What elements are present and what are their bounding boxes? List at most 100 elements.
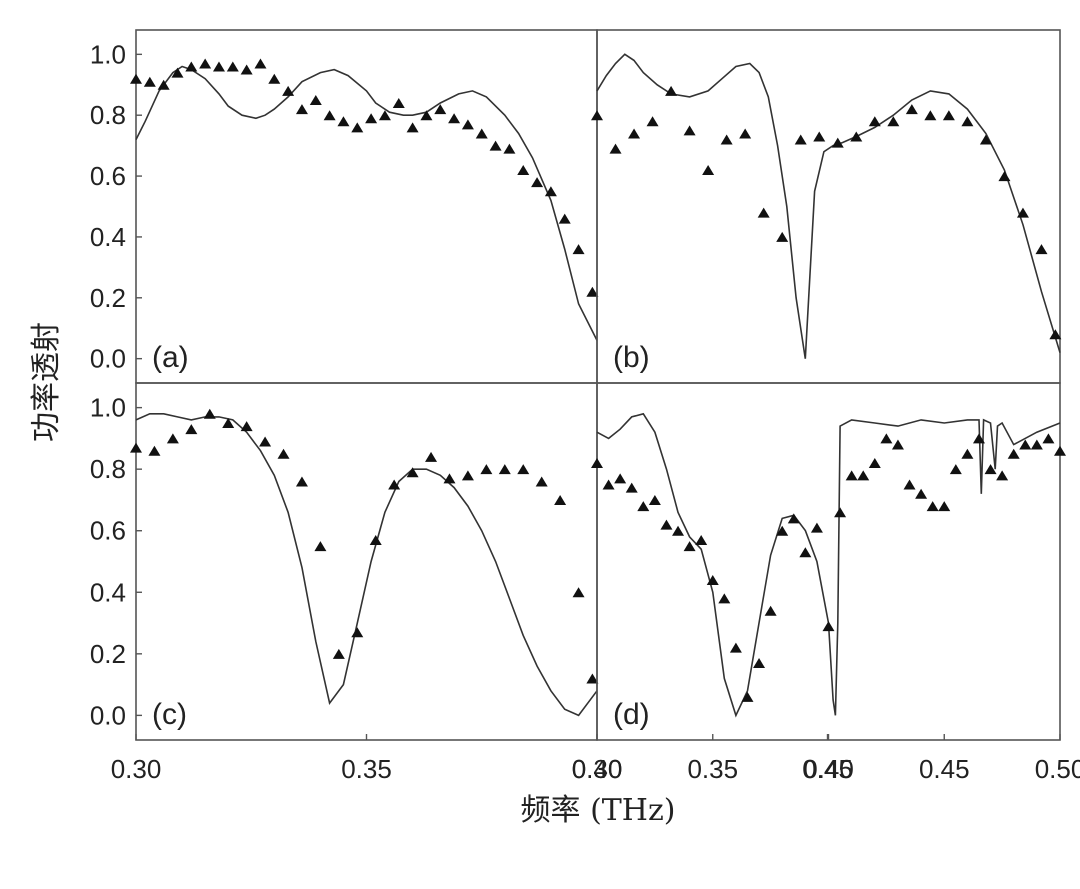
measurement-point [226,61,239,72]
measurement-point [309,94,322,105]
y-tick-label: 0.8 [90,454,126,484]
measurement-point [199,58,212,69]
measurement-point [695,534,708,545]
y-tick-label: 0.2 [90,639,126,669]
x-tick-label: 0.30 [572,754,623,784]
measurement-point [776,525,789,536]
measurement-point [166,433,179,444]
y-tick-label: 0.2 [90,283,126,313]
measurement-point [915,488,928,499]
measurement-point [425,451,438,462]
measurement-point [776,231,789,242]
measurement-point [282,85,295,96]
measurement-point [903,479,916,490]
measurement-point [799,547,812,558]
panel-frame [135,29,598,384]
measurement-point [905,104,918,115]
measurement-point [268,73,281,84]
measurement-point [572,244,585,255]
measurement-point [602,479,615,490]
measurement-point [240,421,253,432]
measurement-point [586,286,599,297]
x-tick-label: 0.35 [341,754,392,784]
measurement-point [314,541,327,552]
measurement-point [850,131,863,142]
measurement-point [420,110,433,121]
measurement-point [378,110,391,121]
x-tick-label: 0.45 [802,754,853,784]
measurement-point [868,116,881,127]
y-tick-label: 0.0 [90,700,126,730]
panel-1: 0.0 0.2 0.4 0.6 0.8 1.0 (a) [90,29,599,384]
measurement-point [813,131,826,142]
measurement-point [259,436,272,447]
measurement-point [517,464,530,475]
measurement-point [683,125,696,136]
measurement-point [942,110,955,121]
measurement-point [845,470,858,481]
measurement-point [240,64,253,75]
measurement-point [337,116,350,127]
measurement-point [535,476,548,487]
measurement-point [741,691,754,702]
simulation-curve [135,413,598,717]
measurement-point [480,464,493,475]
measurement-point [614,473,627,484]
measurement-point [130,442,142,453]
y-tick-label: 1.0 [90,393,126,423]
measurement-point [831,137,844,148]
measurement-point [979,134,992,145]
measurement-point [880,433,893,444]
measurement-point [764,605,777,616]
measurement-point [822,621,835,632]
measurement-point [388,479,401,490]
measurement-point [351,627,364,638]
measurement-point [949,464,962,475]
measurement-point [406,467,419,478]
measurement-point [591,110,603,121]
measurement-point [706,574,719,585]
measurement-point [834,507,847,518]
measurement-point [868,458,881,469]
measurement-point [961,448,974,459]
measurement-point [637,501,650,512]
measurement-point [461,119,474,130]
measurement-point [810,522,823,533]
measurement-point [1049,329,1062,340]
x-axis-title: 频率 (THz) [521,793,676,828]
measurement-point [475,128,488,139]
measurement-point [672,525,685,536]
measurement-point [591,458,603,469]
y-tick-label: 0.6 [90,161,126,191]
measurement-point [489,140,502,151]
measurement-point [996,470,1009,481]
y-tick-label: 1.0 [90,39,126,69]
measurement-point [406,122,419,133]
measurement-point [739,128,752,139]
panel-4: 0.30 0.35 0.40 0.45 0.50(d) [572,382,1080,784]
measurement-point [295,104,308,115]
measurement-point [254,58,267,69]
measurement-point [143,76,156,87]
measurement-point [961,116,974,127]
x-tick-label: 0.40 [803,754,854,784]
y-tick-label: 0.0 [90,344,126,374]
measurement-point [461,470,474,481]
measurement-point [222,418,235,429]
panel-3: 0.00.20.40.60.81.00.30 0.35 0.40 0.45(c) [90,382,853,784]
x-tick-label: 0.40 [572,754,623,784]
measurement-point [1019,439,1032,450]
measurement-point [443,473,456,484]
measurement-point [665,85,678,96]
measurement-point [332,648,345,659]
measurement-point [558,213,571,224]
measurement-point [628,128,641,139]
measurement-point [586,673,599,684]
measurement-point [544,186,557,197]
measurement-point [554,494,567,505]
y-axis-title: 功率透射 [29,322,64,442]
measurement-point [660,519,673,530]
measurement-point [203,408,216,419]
measurement-point [295,476,308,487]
